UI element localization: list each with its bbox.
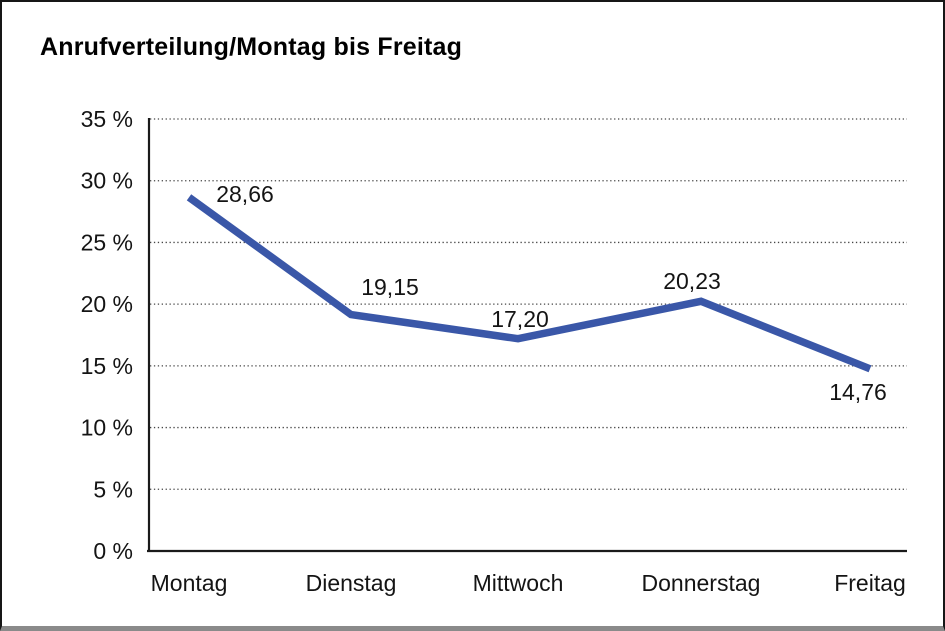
data-point-label: 28,66 xyxy=(216,181,274,207)
y-axis-tick-label: 0 % xyxy=(93,538,133,564)
y-axis-tick-label: 35 % xyxy=(81,106,133,132)
y-axis-tick-label: 15 % xyxy=(81,353,133,379)
y-axis-tick-label: 5 % xyxy=(93,476,133,502)
data-point-label: 19,15 xyxy=(361,274,419,300)
data-series-line xyxy=(186,194,872,373)
x-axis-category-label: Mittwoch xyxy=(473,570,564,596)
y-axis-tick-label: 20 % xyxy=(81,291,133,317)
chart-title: Anrufverteilung/Montag bis Freitag xyxy=(40,33,463,61)
y-axis-tick-label: 30 % xyxy=(81,168,133,194)
x-axis-category-label: Donnerstag xyxy=(642,570,761,596)
x-axis-category-label: Dienstag xyxy=(306,570,397,596)
x-axis-category-label: Montag xyxy=(151,570,228,596)
y-axis-tick-label: 25 % xyxy=(81,229,133,255)
data-point-label: 17,20 xyxy=(491,306,549,332)
x-axis-category-label: Freitag xyxy=(834,570,906,596)
data-point-label: 20,23 xyxy=(663,268,721,294)
data-point-label: 14,76 xyxy=(829,379,887,405)
y-axis-tick-label: 10 % xyxy=(81,415,133,441)
